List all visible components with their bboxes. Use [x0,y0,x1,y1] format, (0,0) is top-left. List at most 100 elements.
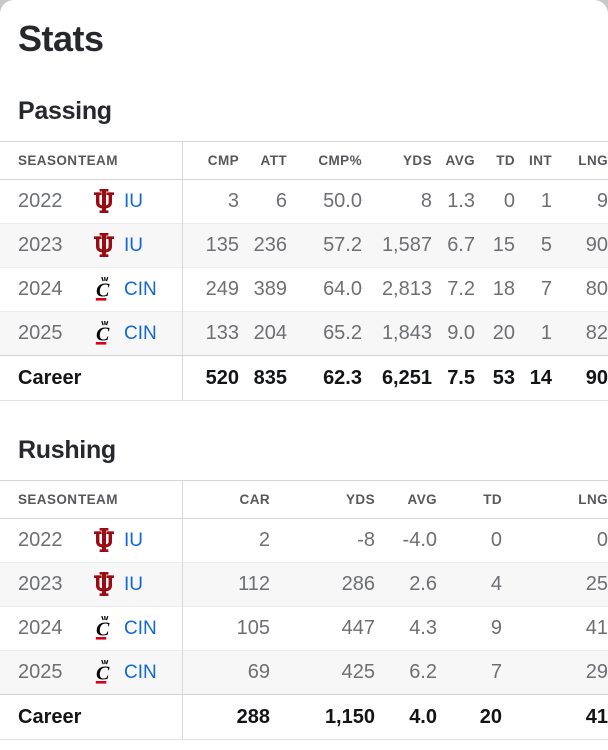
stat-cell: 135 [182,223,239,268]
team-link[interactable]: C CIN [78,660,182,685]
season-row: 2024 C CIN 105 447 4.3 9 41 [0,606,608,651]
stat-cell: 5 [515,223,552,268]
stat-cell: 15 [475,223,515,268]
career-stat-cell: 41 [502,694,608,740]
stat-cell: 249 [182,267,239,312]
team-link[interactable]: C CIN [78,321,182,346]
team-cell: C CIN [78,267,183,312]
stat-cell: 4 [437,562,502,607]
rushing-table: SEASON TEAM CAR YDS AVG TD LNG 2022 IU 2 -8 -4.0 0 0… [0,480,608,740]
stat-cell: 425 [270,650,375,695]
team-abbr: CIN [124,661,157,683]
stat-cell: 9 [437,606,502,651]
passing-heading: Passing [18,97,112,125]
svg-text:C: C [96,280,110,302]
column-header-td: TD [437,480,502,519]
column-header-cmp: CMP [182,141,239,180]
team-link[interactable]: C CIN [78,277,182,302]
team-link[interactable]: IU [78,188,182,215]
season-cell: 2025 [0,650,78,695]
team-link[interactable]: C CIN [78,616,182,641]
stat-cell: 1 [540,190,552,212]
column-header-yds: YDS [362,141,432,180]
indiana-trident-icon [93,527,115,554]
stat-cell: -8 [357,529,375,551]
stat-cell: 112 [182,562,270,607]
career-stat-cell: 90 [552,355,608,401]
career-stat-cell: 62.3 [287,355,362,401]
column-header-lng: LNG [552,141,608,180]
career-stat-cell: 520 [182,355,239,401]
stat-cell: 80 [552,267,608,312]
stat-cell: 7 [437,650,502,695]
stat-cell: 1 [515,311,552,356]
stat-cell: 3 [227,190,239,212]
column-header-car: CAR [182,480,270,519]
career-stat-cell: 7.5 [432,355,475,401]
team-abbr: CIN [124,278,157,300]
column-header-att: ATT [239,141,287,180]
season-cell: 2025 [0,311,78,356]
career-label-cell: Career [0,355,183,401]
stat-cell: 447 [270,606,375,651]
season-cell: 2024 [0,267,78,312]
stat-cell: 2 [258,529,270,551]
column-header-lng: LNG [502,480,608,519]
stat-cell: 9 [596,190,608,212]
page-title: Stats [18,18,104,59]
career-stat-cell: 53 [475,355,515,401]
stat-cell: 6.2 [375,650,437,695]
stat-cell: 105 [182,606,270,651]
stat-cell: 90 [552,223,608,268]
season-row: 2022 IU 3 6 50.0 8 1.3 0 1 9 [0,179,608,224]
season-cell: 2023 [0,562,78,607]
stat-cell: 4.3 [375,606,437,651]
career-stat-cell: 835 [239,355,287,401]
stat-cell: 7.2 [432,267,475,312]
team-abbr: CIN [124,322,157,344]
passing-table-scroll[interactable]: SEASON TEAM CMP ATT CMP% YDS AVG TD INT LNG 2022 I… [0,141,608,401]
stat-cell: 69 [182,650,270,695]
team-cell: IU [78,518,183,563]
team-abbr: IU [124,529,143,551]
stat-cell: 286 [270,562,375,607]
column-header-int: INT [515,141,552,180]
column-header-yds: YDS [270,480,375,519]
rushing-heading: Rushing [18,436,116,464]
stat-cell: 0 [490,529,502,551]
stat-cell: 9.0 [432,311,475,356]
team-link[interactable]: IU [78,527,182,554]
season-row: 2022 IU 2 -8 -4.0 0 0 [0,518,608,563]
season-row: 2025 C CIN 69 425 6.2 7 29 [0,650,608,695]
stat-cell: 2.6 [375,562,437,607]
stat-cell: 236 [239,223,287,268]
rushing-section: Rushing SEASON TEAM CAR YDS AVG TD LNG 2022 IU 2… [0,434,608,740]
season-row: 2024 C CIN 249 389 64.0 2,813 7.2 18 7 80 [0,267,608,312]
column-header-team: TEAM [78,141,183,180]
career-stat-cell: 14 [515,355,552,401]
stat-cell: 1.3 [447,190,475,212]
passing-section: Passing SEASON TEAM CMP ATT CMP% YDS AVG TD INT L… [0,95,608,401]
svg-text:C: C [96,663,110,685]
column-header-row: SEASON TEAM CAR YDS AVG TD LNG [0,480,608,519]
stat-cell: 8 [420,190,432,212]
svg-text:C: C [96,324,110,346]
stat-cell: 0 [503,190,515,212]
stat-cell: 1,587 [362,223,432,268]
rushing-table-scroll[interactable]: SEASON TEAM CAR YDS AVG TD LNG 2022 IU 2 -8 -4.0 0 0… [0,480,608,740]
career-label-cell: Career [0,694,183,740]
team-abbr: IU [124,190,143,212]
indiana-trident-icon [93,232,115,259]
stat-cell: 25 [502,562,608,607]
season-row: 2025 C CIN 133 204 65.2 1,843 9.0 20 1 82 [0,311,608,356]
svg-text:C: C [96,619,110,641]
stat-cell: 389 [239,267,287,312]
stat-cell: 82 [552,311,608,356]
career-row: Career 520 835 62.3 6,251 7.5 53 14 90 [0,355,608,401]
team-link[interactable]: IU [78,571,182,598]
season-cell: 2023 [0,223,78,268]
team-link[interactable]: IU [78,232,182,259]
column-header-season: SEASON [0,480,78,519]
stat-cell: 57.2 [287,223,362,268]
